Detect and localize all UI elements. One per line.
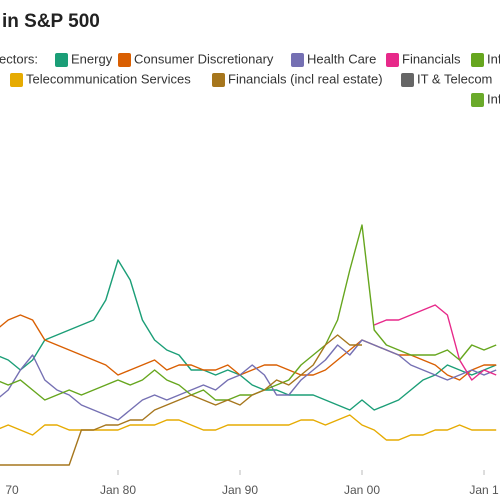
x-tick-label: Jan 00	[344, 483, 380, 497]
legend-swatch	[471, 53, 484, 67]
x-tick-label: Jan 80	[100, 483, 136, 497]
legend-label: Financials (incl real estate)	[228, 71, 383, 86]
legend-swatch	[55, 53, 68, 67]
legend-label: Telecommunication Services	[26, 71, 191, 86]
legend-label: Consumer Discretionary	[134, 51, 274, 66]
series-line	[0, 314, 497, 381]
series-line	[0, 339, 497, 421]
legend-swatch	[118, 53, 131, 67]
legend-swatch	[401, 73, 414, 87]
series-line	[0, 259, 497, 411]
legend-label: Inf	[487, 51, 500, 66]
legend-swatch	[212, 73, 225, 87]
legend-label: Inf	[487, 91, 500, 106]
legend-label: Health Care	[307, 51, 376, 66]
series-line	[0, 414, 497, 441]
series-line	[0, 334, 362, 466]
legend-title: ectors:	[0, 51, 38, 66]
legend-label: Financials	[402, 51, 461, 66]
legend-swatch	[10, 73, 23, 87]
legend-label: IT & Telecom	[417, 71, 492, 86]
x-tick-label: Jan 90	[222, 483, 258, 497]
legend-swatch	[386, 53, 399, 67]
legend-swatch	[291, 53, 304, 67]
legend-label: Energy	[71, 51, 113, 66]
series-line	[0, 224, 497, 401]
x-tick-label: 70	[5, 483, 19, 497]
x-tick-label: Jan 1	[469, 483, 499, 497]
chart-title: in S&P 500	[2, 11, 100, 32]
series-line	[373, 304, 497, 381]
legend-swatch	[471, 93, 484, 107]
